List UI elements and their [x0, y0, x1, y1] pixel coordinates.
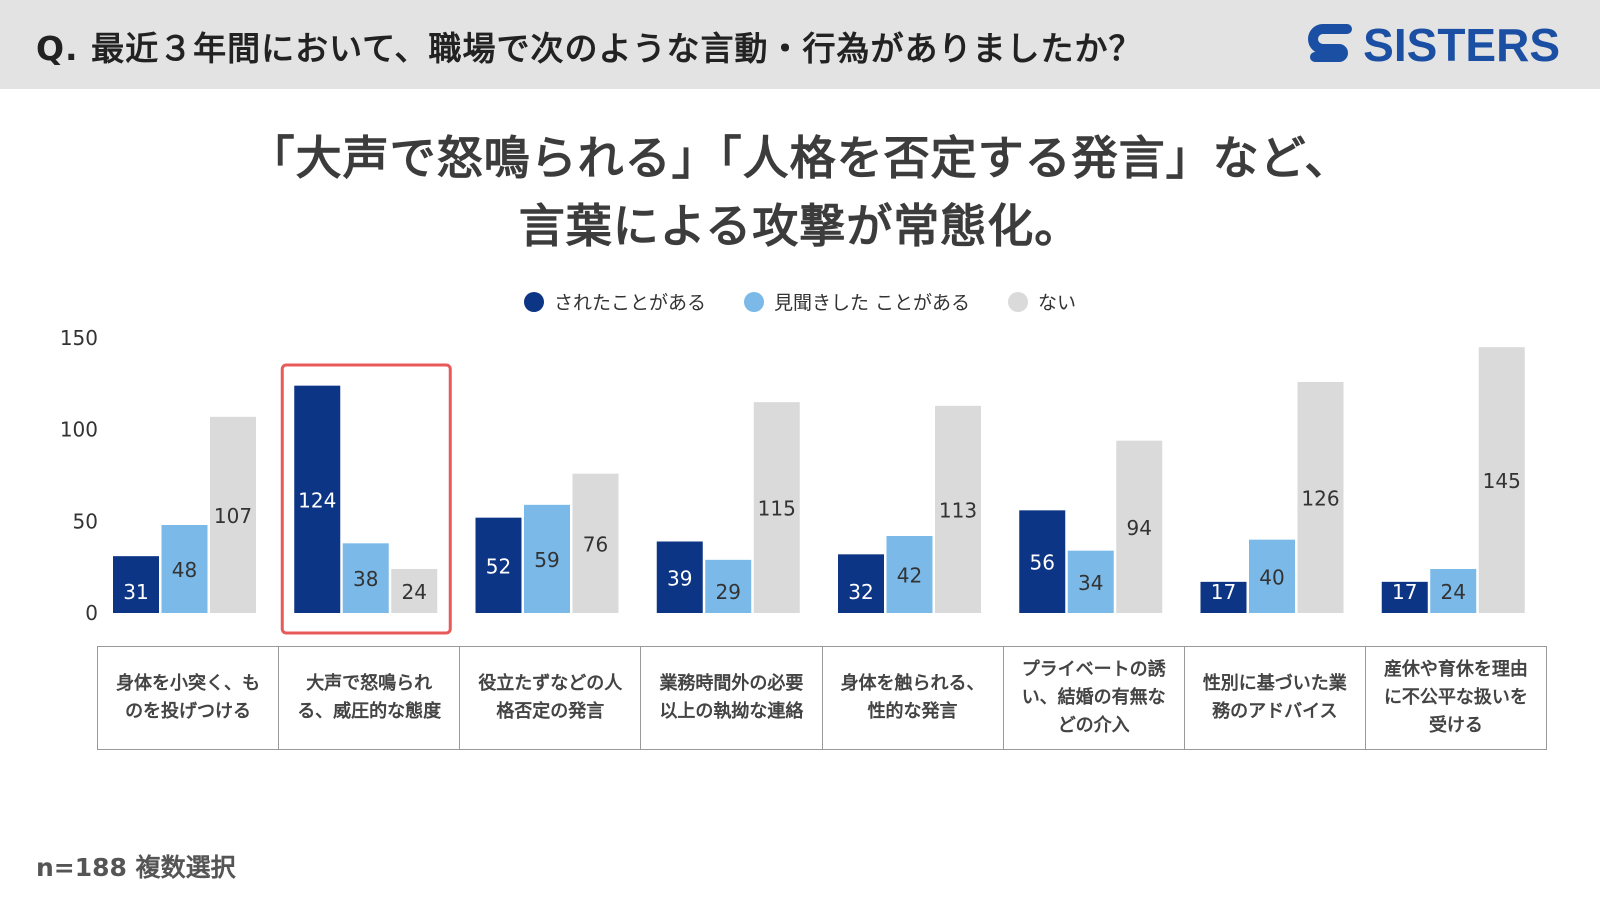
- category-label: 身体を触られる、性的な発言: [823, 647, 1004, 749]
- bar-series-1: [656, 541, 703, 613]
- chart-legend: されたことがある 見聞きした ことがある ない: [0, 288, 1600, 315]
- bar-value-label: 107: [214, 504, 252, 528]
- sample-size-note: n=188 複数選択: [36, 853, 236, 882]
- bar-series-1: [294, 385, 341, 613]
- category-label: 役立たずなどの人格否定の発言: [460, 647, 642, 749]
- highlight-box: [280, 363, 452, 635]
- bar-series-1: [838, 554, 884, 613]
- legend-item-series-2: 見聞きした ことがある: [743, 288, 971, 315]
- question-text: Q. 最近３年間において、職場で次のような言動・行為がありましたか？: [36, 29, 1143, 68]
- legend-label-series-3: ない: [1038, 292, 1077, 314]
- bar-value-label: 42: [897, 564, 922, 588]
- bar-value-label: 48: [172, 558, 197, 582]
- bar-value-label: 145: [1483, 469, 1521, 493]
- bar-series-2: [1430, 569, 1477, 613]
- bar-value-label: 32: [848, 580, 873, 604]
- category-label: 業務時間外の必要以上の執拗な連絡: [641, 647, 823, 749]
- bar-value-label: 59: [534, 548, 559, 572]
- bar-value-label: 17: [1392, 580, 1417, 604]
- sisters-logo: SISTERS: [1307, 19, 1560, 71]
- y-tick-label: 100: [60, 418, 98, 442]
- bar-value-label: 17: [1211, 580, 1236, 604]
- bar-value-label: 76: [583, 532, 608, 556]
- logo-mark-icon: [1308, 24, 1353, 62]
- category-label: 性別に基づいた業務のアドバイス: [1185, 647, 1366, 749]
- bar-value-label: 124: [298, 488, 336, 512]
- bar-value-label: 29: [716, 580, 741, 604]
- bar-series-3: [753, 402, 800, 613]
- bar-series-3: [1478, 347, 1525, 613]
- bar-series-2: [524, 504, 570, 613]
- bar-value-label: 94: [1127, 516, 1152, 540]
- bar-value-label: 40: [1259, 565, 1284, 589]
- bar-series-3: [1297, 382, 1344, 613]
- bar-series-3: [1116, 440, 1163, 613]
- y-tick-label: 150: [60, 326, 98, 350]
- bar-value-label: 115: [758, 497, 796, 521]
- bar-value-label: 24: [402, 580, 427, 604]
- bar-series-3: [935, 405, 981, 613]
- bar-series-1: [113, 556, 159, 613]
- y-tick-label: 50: [73, 509, 98, 533]
- bar-value-label: 56: [1030, 551, 1055, 575]
- headline-line-2: 言葉による攻撃が常態化。: [518, 199, 1082, 253]
- logo-text: SISTERS: [1363, 19, 1560, 71]
- header-bar: Q. 最近３年間において、職場で次のような言動・行為がありましたか？ SISTE…: [0, 0, 1600, 89]
- bar-series-2: [342, 543, 389, 613]
- legend-item-series-3: ない: [1008, 288, 1076, 315]
- bar-value-label: 52: [486, 554, 511, 578]
- bar-value-label: 31: [123, 580, 148, 604]
- bar-value-label: 34: [1078, 571, 1103, 595]
- bar-value-label: 126: [1301, 487, 1339, 511]
- bar-series-2: [1067, 550, 1114, 613]
- category-label: プライベートの誘い、結婚の有無などの介入: [1004, 647, 1185, 749]
- legend-label-series-1: されたことがある: [553, 292, 706, 314]
- category-label: 身体を小突く、ものを投げつける: [98, 647, 280, 749]
- legend-dot-series-3: [1008, 291, 1029, 312]
- bar-value-label: 38: [353, 567, 378, 591]
- bar-series-1: [1381, 581, 1428, 613]
- bar-series-3: [572, 473, 619, 613]
- y-tick-label: 0: [85, 601, 98, 625]
- bar-value-label: 113: [939, 498, 977, 522]
- legend-dot-series-1: [523, 291, 544, 312]
- bar-value-label: 24: [1441, 580, 1466, 604]
- bar-series-1: [1019, 510, 1066, 613]
- bar-series-1: [475, 517, 522, 613]
- bar-chart: 0 50 100 150 31 48 107 124 38 24 52 59 76 39 29 115 32 42…: [60, 326, 1525, 635]
- category-table: 身体を小突く、ものを投げつける 大声で怒鳴られる、威圧的な態度 役立たずなどの人格否…: [97, 646, 1547, 750]
- legend-dot-series-2: [743, 291, 764, 312]
- bar-value-label: 39: [667, 566, 692, 590]
- bar-series-3: [391, 569, 438, 613]
- headline-line-1: 「大声で怒鳴られる」「人格を否定する発言」など、: [248, 131, 1352, 185]
- legend-item-series-1: されたことがある: [523, 288, 706, 315]
- bar-series-2: [1249, 539, 1295, 613]
- category-label: 産休や育休を理由に不公平な扱いを受ける: [1383, 659, 1528, 736]
- bar-series-1: [1200, 581, 1247, 613]
- bar-series-2: [161, 525, 208, 613]
- bar-series-2: [705, 559, 752, 613]
- legend-label-series-2: 見聞きした ことがある: [773, 292, 971, 314]
- bar-series-3: [210, 416, 256, 613]
- category-label: 大声で怒鳴られる、威圧的な態度: [279, 647, 461, 749]
- bar-series-2: [886, 536, 933, 613]
